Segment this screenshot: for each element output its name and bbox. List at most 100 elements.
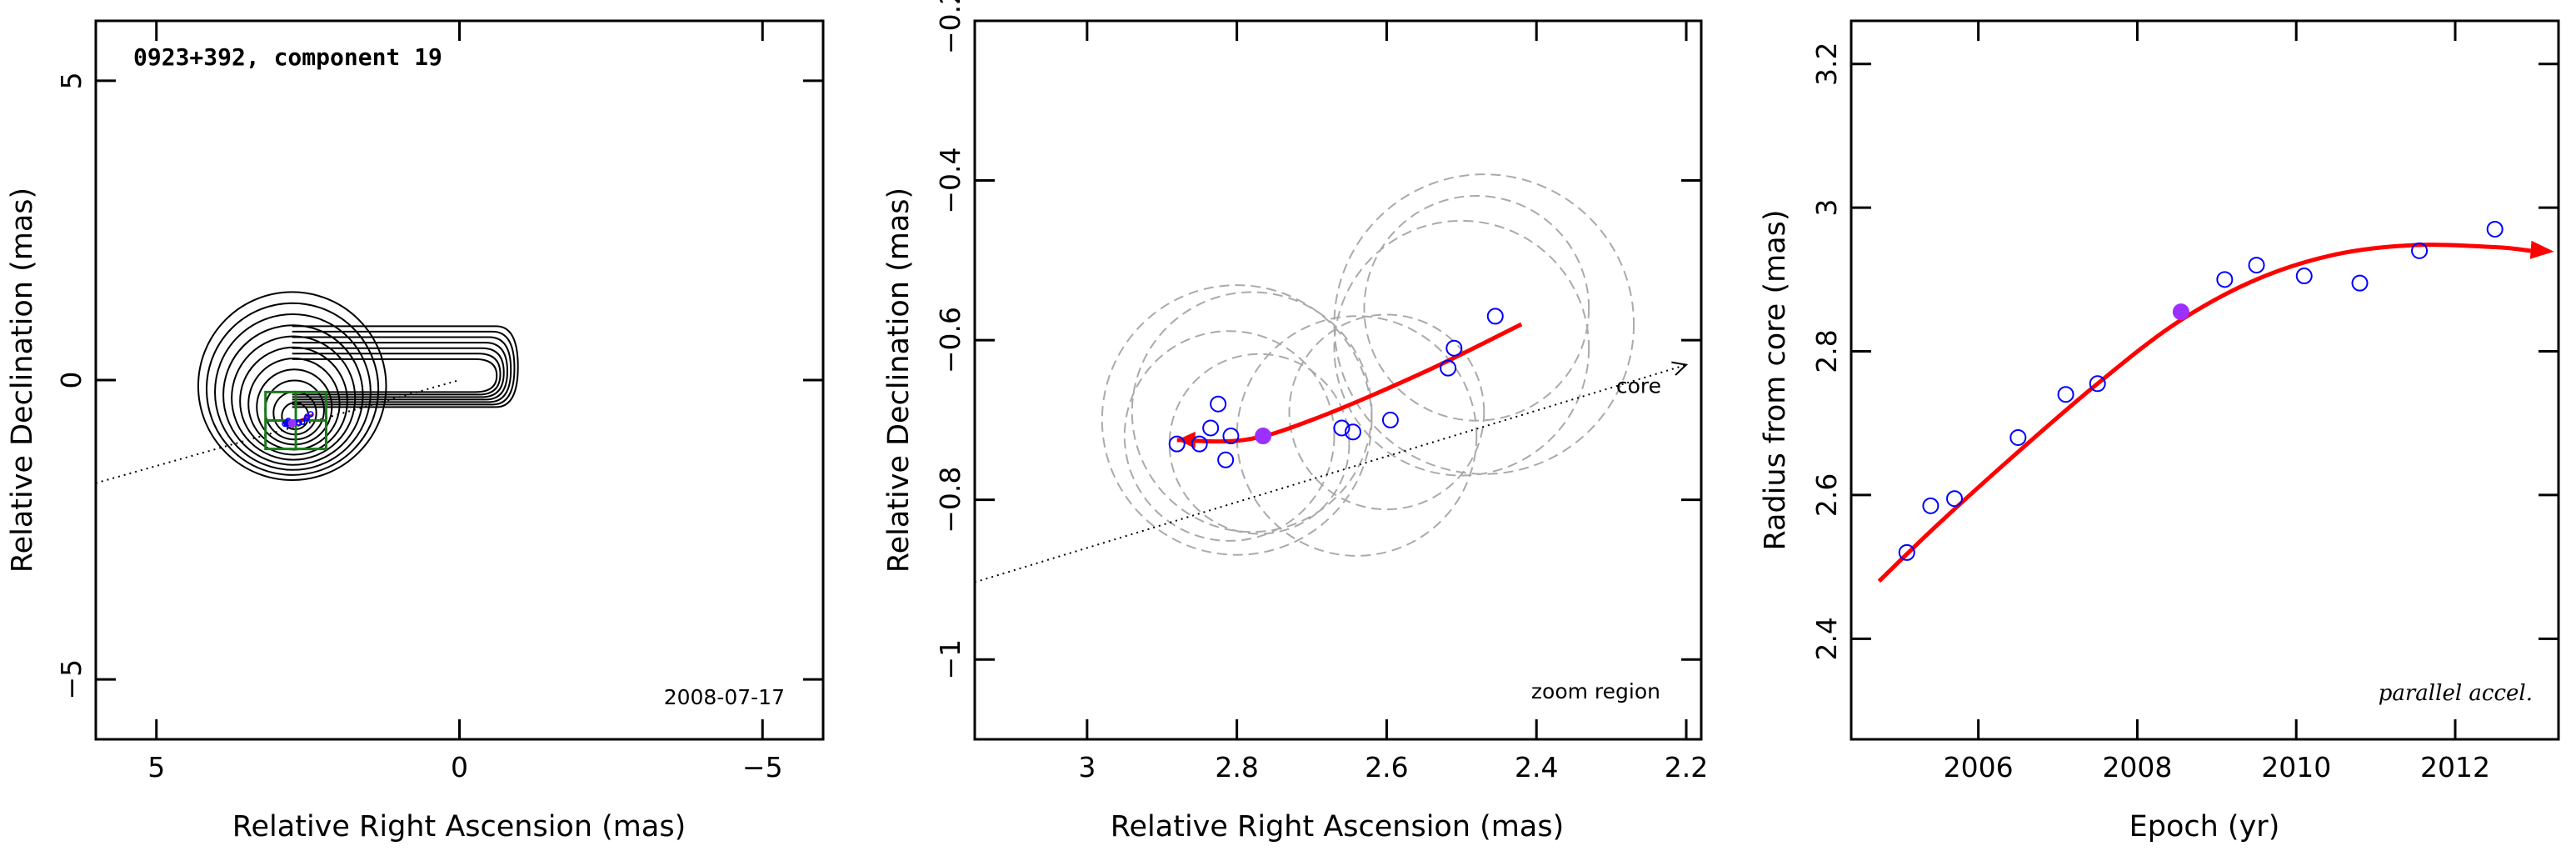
uncertainty-circle bbox=[1363, 194, 1590, 422]
data-point bbox=[2411, 242, 2429, 259]
axis-ticks: 5 0 −5 −5 0 5 bbox=[55, 21, 823, 783]
fit-curve-arrowhead bbox=[2529, 240, 2554, 259]
data-point bbox=[2248, 257, 2265, 274]
uncertainty-circle bbox=[1131, 291, 1373, 533]
chart-title: 0923+392, component 19 bbox=[133, 43, 442, 71]
data-point bbox=[1168, 435, 1186, 453]
position-points bbox=[1168, 308, 1504, 468]
y-tick-label: 3 bbox=[1810, 199, 1843, 217]
panel-map: 5 0 −5 −5 0 5 0923+392, component 19 2008-07-… bbox=[6, 19, 825, 843]
data-point bbox=[1381, 411, 1399, 428]
data-point bbox=[1333, 419, 1350, 437]
component-markers bbox=[282, 411, 314, 428]
y-tick-label: 5 bbox=[55, 72, 87, 89]
y-axis-label: Relative Declination (mas) bbox=[6, 188, 39, 573]
data-point bbox=[1191, 435, 1208, 453]
jet-axis-line bbox=[974, 363, 1687, 583]
data-point bbox=[1222, 428, 1240, 445]
mini-point bbox=[298, 418, 306, 426]
x-tick-label: 2010 bbox=[2261, 751, 2331, 783]
parallel-accel-note: parallel accel. bbox=[2379, 681, 2533, 706]
contour-line bbox=[292, 330, 516, 406]
data-point bbox=[1898, 543, 1915, 561]
uncertainty-circle bbox=[1333, 173, 1635, 475]
contour-line bbox=[292, 336, 512, 403]
uncertainty-circle bbox=[1333, 219, 1590, 477]
mini-highlight bbox=[287, 418, 297, 428]
data-point bbox=[2216, 271, 2234, 288]
uncertainty-circle bbox=[1123, 330, 1335, 542]
highlight-point bbox=[1255, 428, 1272, 445]
contour-line bbox=[205, 302, 380, 476]
y-tick-label: 2.8 bbox=[1810, 329, 1843, 373]
y-tick-label: 0 bbox=[55, 372, 87, 389]
contour-line bbox=[292, 342, 508, 401]
y-axis-label: Relative Declination (mas) bbox=[882, 188, 916, 573]
axis-ticks: 2006 2008 2010 2012 2.4 2.6 2.8 3 3.2 bbox=[1810, 21, 2559, 783]
contour-line bbox=[292, 353, 502, 396]
contour-line bbox=[292, 325, 519, 408]
data-point bbox=[1486, 308, 1504, 325]
data-point bbox=[1445, 339, 1463, 357]
y-tick-label: 2.6 bbox=[1810, 473, 1843, 517]
contour-line bbox=[292, 358, 498, 393]
mini-point bbox=[296, 419, 302, 427]
data-point bbox=[1202, 419, 1220, 437]
data-point bbox=[1217, 451, 1235, 468]
jet-axis-line bbox=[95, 379, 460, 484]
uncertainty-circles bbox=[1101, 173, 1635, 557]
x-tick-label: 2012 bbox=[2420, 751, 2490, 783]
x-axis-label: Relative Right Ascension (mas) bbox=[1111, 810, 1564, 843]
y-tick-label: −0.2 bbox=[934, 0, 966, 54]
x-axis-label: Epoch (yr) bbox=[2129, 810, 2280, 843]
fit-curve bbox=[1877, 243, 2531, 583]
data-point bbox=[2351, 274, 2369, 292]
plot-frame bbox=[1850, 19, 2560, 741]
x-tick-label: 5 bbox=[147, 751, 165, 783]
uncertainty-circle bbox=[1168, 353, 1350, 535]
x-axis-label: Relative Right Ascension (mas) bbox=[232, 810, 686, 843]
y-tick-label: 2.4 bbox=[1810, 617, 1843, 660]
y-tick-label: −0.8 bbox=[934, 467, 966, 533]
data-point bbox=[1210, 395, 1227, 413]
data-point bbox=[1922, 497, 1939, 514]
core-label: core bbox=[1616, 374, 1661, 398]
x-tick-label: 2006 bbox=[1944, 751, 2014, 783]
plot-frame bbox=[973, 19, 1703, 741]
contour-line bbox=[231, 335, 357, 461]
x-tick-label: 0 bbox=[451, 751, 468, 783]
panel-radius: 2006 2008 2010 2012 2.4 2.6 2.8 3 3.2 parallel a… bbox=[1759, 19, 2560, 843]
data-point bbox=[2089, 375, 2106, 393]
data-point bbox=[2486, 220, 2504, 238]
radius-points bbox=[1898, 220, 2504, 561]
motion-track bbox=[1176, 322, 1523, 444]
x-tick-label: 3 bbox=[1078, 751, 1096, 783]
y-tick-label: −1 bbox=[934, 639, 966, 680]
uncertainty-circle bbox=[1288, 313, 1485, 511]
axis-ticks: 3 2.8 2.6 2.4 2.2 −0.2 −0.4 −0.6 −0.8 −1 bbox=[934, 0, 1708, 783]
y-tick-label: −0.6 bbox=[934, 307, 966, 373]
data-point bbox=[1440, 359, 1457, 377]
highlight-point bbox=[2172, 303, 2189, 321]
contour-line bbox=[197, 291, 387, 481]
contour-line bbox=[292, 347, 505, 398]
uncertainty-circle bbox=[1236, 315, 1478, 557]
x-tick-label: −5 bbox=[742, 751, 783, 783]
x-tick-label: 2.2 bbox=[1665, 751, 1708, 783]
y-tick-label: −0.4 bbox=[934, 147, 966, 213]
date-label: 2008-07-17 bbox=[664, 685, 785, 709]
motion-track-arrowhead bbox=[1176, 431, 1196, 448]
uncertainty-circle bbox=[1101, 284, 1373, 556]
x-tick-label: 2008 bbox=[2102, 751, 2172, 783]
x-tick-label: 2.4 bbox=[1515, 751, 1558, 783]
panel-zoom: core 3 2.8 2.6 2.4 2.2 −0.2 −0.4 −0.6 −0.8 −1 zoo… bbox=[882, 0, 1708, 843]
data-point bbox=[2057, 386, 2074, 403]
contour-layer bbox=[197, 291, 519, 481]
x-tick-label: 2.8 bbox=[1215, 751, 1258, 783]
core-direction-arrow bbox=[1671, 361, 1689, 376]
x-tick-label: 2.6 bbox=[1365, 751, 1408, 783]
y-axis-label: Radius from core (mas) bbox=[1759, 209, 1792, 550]
data-point bbox=[1344, 423, 1361, 441]
mini-point bbox=[307, 411, 314, 418]
